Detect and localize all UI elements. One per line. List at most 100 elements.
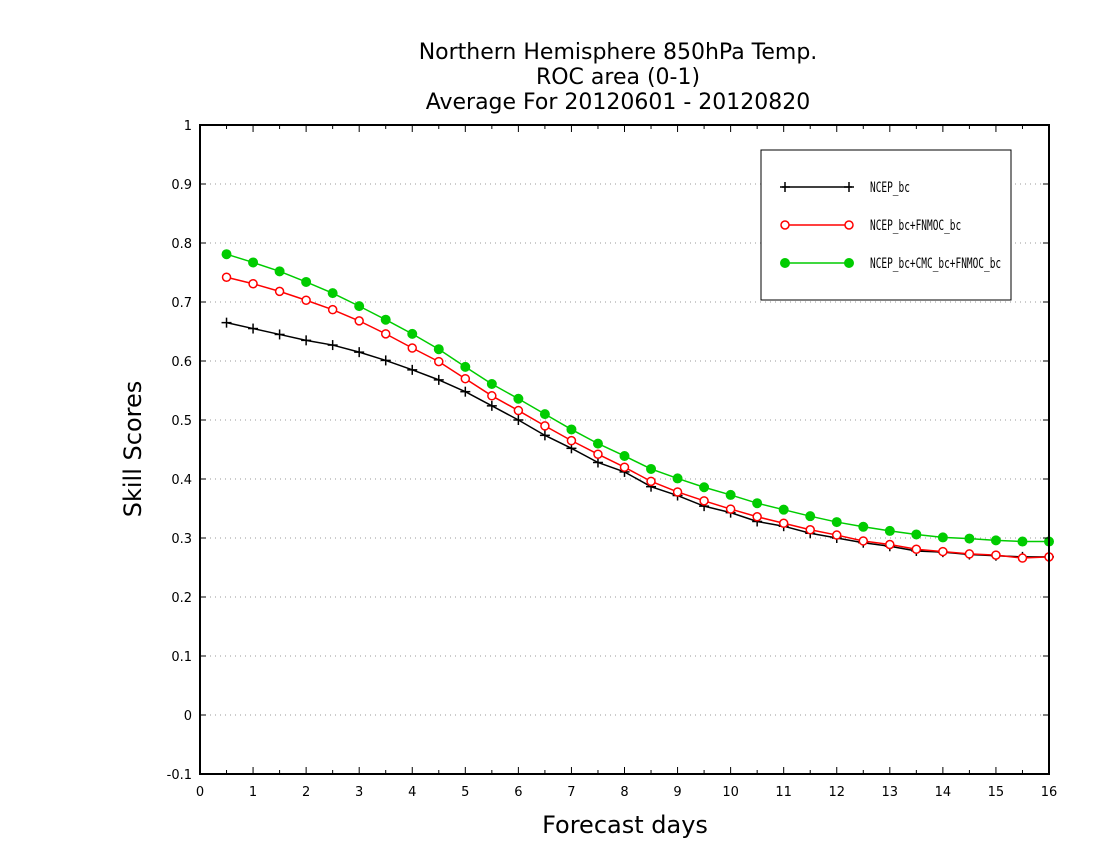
data-point (805, 524, 815, 535)
data-point (911, 544, 922, 554)
legend-label: NCEP_bc+CMC_bc+FNMOC_bc (870, 256, 1001, 272)
data-point (487, 391, 497, 401)
data-point (990, 535, 1001, 546)
chart-title-line-3: Average For 20120601 - 20120820 (426, 90, 811, 115)
data-point (248, 278, 258, 289)
data-point (221, 317, 232, 328)
data-point (354, 301, 365, 312)
data-point (592, 457, 603, 468)
y-tick-label: 0.9 (171, 178, 192, 193)
x-tick-label: 6 (514, 785, 522, 800)
data-point (699, 482, 710, 493)
x-tick-label: 0 (196, 785, 204, 800)
data-point (964, 533, 975, 544)
data-point (380, 314, 391, 325)
data-point (593, 449, 603, 459)
y-tick-label: 0.4 (171, 473, 192, 488)
data-point (433, 374, 444, 385)
x-tick-label: 3 (355, 785, 363, 800)
data-point (780, 258, 790, 268)
x-tick-label: 15 (988, 785, 1005, 800)
x-tick-label: 14 (935, 785, 952, 800)
plot-series (221, 249, 1054, 563)
legend-item: NCEP_bc (780, 180, 910, 196)
data-point (991, 550, 1001, 560)
data-point (780, 220, 790, 230)
x-tick-label: 12 (828, 785, 845, 800)
legend-item: NCEP_bc+CMC_bc+FNMOC_bc (780, 256, 1001, 272)
y-tick-label: 0.7 (171, 296, 192, 311)
y-axis-title: Skill Scores (119, 381, 147, 518)
data-point (646, 463, 657, 474)
data-point (911, 529, 922, 540)
data-point (566, 435, 577, 446)
data-point (274, 286, 285, 297)
data-point (513, 415, 524, 425)
data-point (646, 476, 656, 487)
x-tick-label: 5 (461, 785, 469, 800)
data-point (844, 220, 854, 230)
y-tick-label: -0.1 (167, 768, 192, 783)
data-point (513, 393, 524, 404)
legend: NCEP_bc NCEP_bc+FNMOC_bc NCEP_bc+CMC_bc+FN… (760, 149, 1012, 301)
data-point (221, 272, 232, 282)
y-tick-label: 0.1 (171, 650, 192, 665)
x-tick-label: 16 (1041, 785, 1058, 800)
data-point (937, 532, 948, 543)
x-tick-label: 8 (620, 785, 628, 800)
data-point (938, 546, 948, 557)
x-tick-label: 2 (302, 785, 310, 800)
legend-item: NCEP_bc+FNMOC_bc (780, 218, 961, 234)
data-point (380, 329, 391, 339)
data-point (434, 356, 444, 367)
y-tick-label: 0.6 (171, 355, 192, 370)
y-tick-label: 1 (184, 119, 192, 134)
x-tick-label: 13 (882, 785, 899, 800)
data-point (752, 498, 763, 509)
data-point (221, 249, 232, 260)
data-point (407, 328, 418, 339)
data-point (380, 355, 391, 366)
chart-title-line-1: Northern Hemisphere 850hPa Temp. (419, 40, 818, 65)
data-point (486, 400, 497, 411)
data-point (805, 511, 816, 522)
y-tick-label: 0.5 (171, 414, 192, 429)
data-point (327, 304, 338, 315)
data-point (1017, 553, 1028, 563)
data-point (619, 450, 630, 461)
data-point (540, 421, 550, 431)
data-point (778, 504, 789, 515)
data-point (407, 343, 417, 353)
data-point (354, 347, 365, 358)
data-point (831, 517, 842, 528)
data-point (699, 496, 709, 506)
data-point (884, 525, 895, 536)
data-point (539, 409, 550, 420)
data-point (460, 361, 471, 372)
y-tick-label: 0.3 (171, 532, 192, 547)
data-point (274, 266, 285, 277)
series-line (226, 321, 1049, 558)
axes: -0.100.10.20.30.40.50.60.70.80.910 1 2 3 4 5 6… (167, 119, 1058, 800)
series-1 (221, 272, 1054, 563)
data-point (844, 258, 854, 268)
data-point (513, 405, 524, 416)
series-0 (221, 317, 1054, 562)
data-point (301, 335, 312, 346)
legend-label: NCEP_bc (870, 180, 910, 196)
x-tick-label: 4 (408, 785, 416, 800)
legend-label: NCEP_bc+FNMOC_bc (870, 218, 961, 234)
data-point (539, 430, 550, 441)
data-point (592, 438, 603, 449)
data-point (566, 424, 577, 435)
chart-title: Northern Hemisphere 850hPa Temp. ROC are… (419, 40, 818, 115)
data-point (327, 288, 338, 299)
data-point (844, 182, 854, 192)
data-point (725, 504, 736, 514)
x-tick-label: 1 (249, 785, 257, 800)
data-point (274, 329, 285, 340)
data-point (885, 539, 895, 550)
data-point (778, 518, 789, 528)
data-point (460, 373, 471, 384)
